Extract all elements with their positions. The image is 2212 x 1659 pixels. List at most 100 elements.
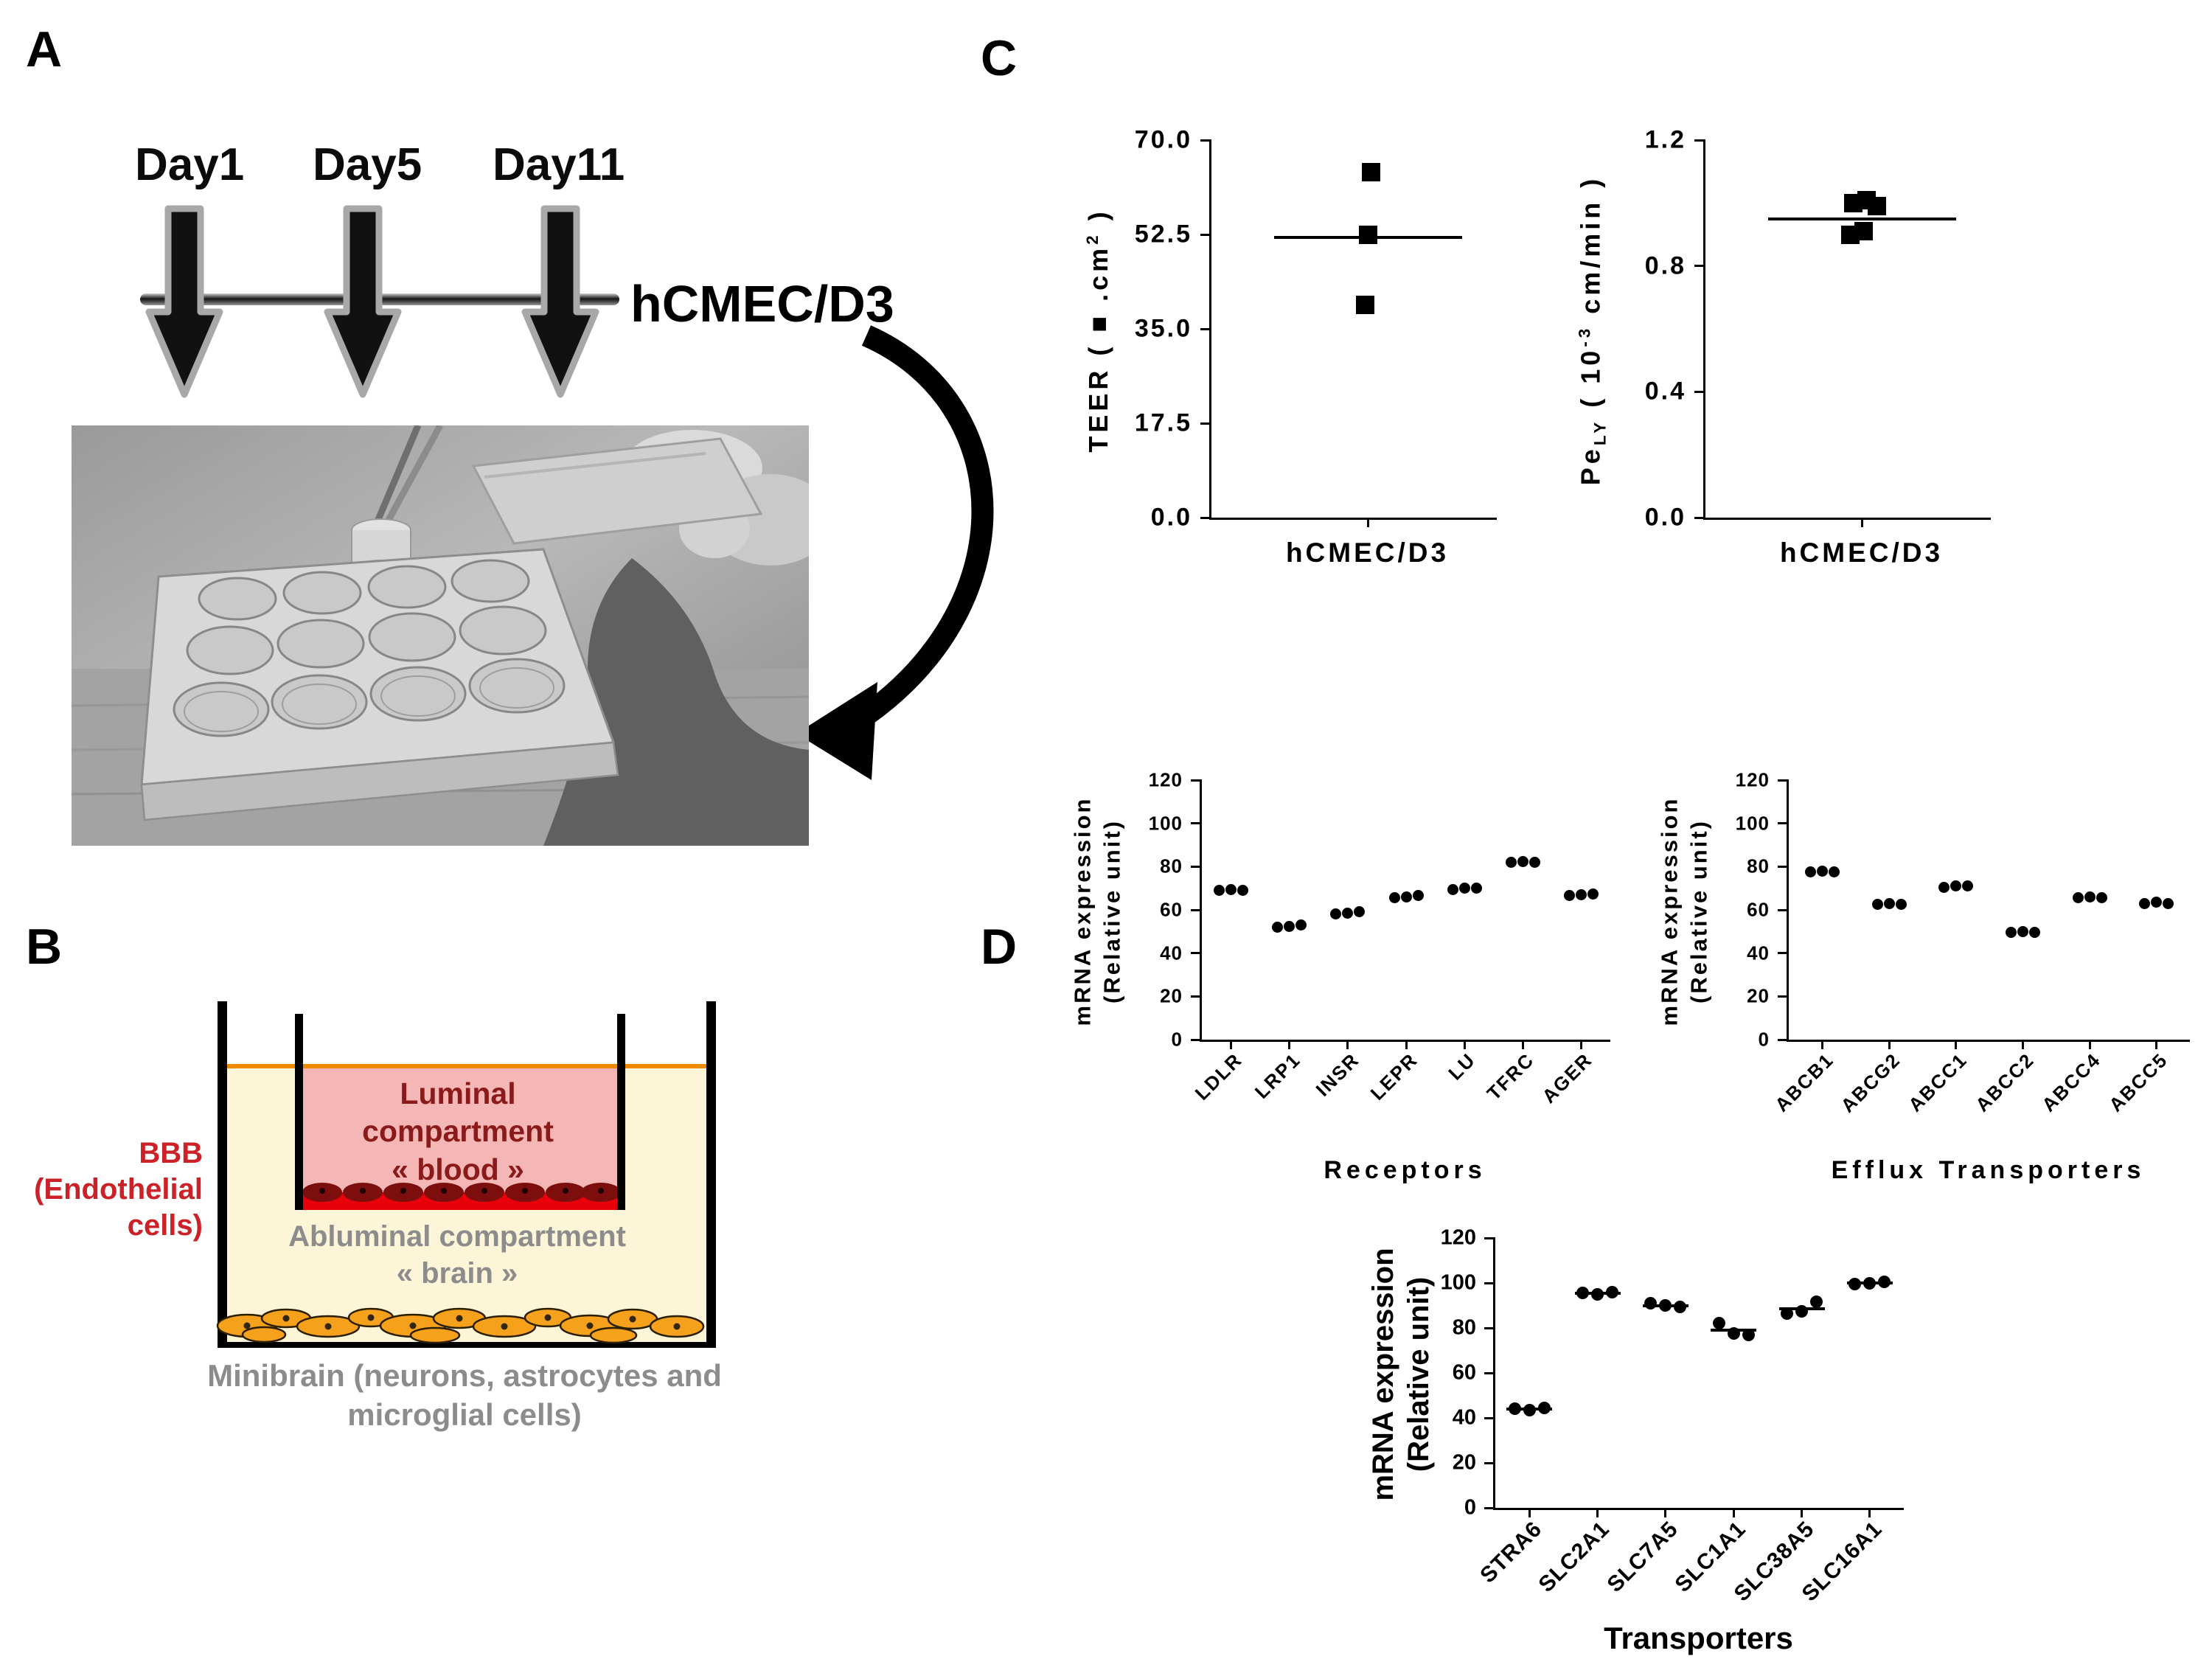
y-tick-label: 0 — [1758, 1028, 1770, 1051]
data-point — [1863, 1276, 1877, 1290]
x-category-label: ABCG2 — [1836, 1048, 1905, 1117]
luminal-compartment-label: Luminal compartment « blood » — [362, 1077, 554, 1186]
bbb-label: BBB (Endothelial cells) — [34, 1137, 203, 1242]
y-tick — [1200, 139, 1211, 142]
day1-arrow-icon — [145, 205, 223, 398]
y-tick-label: 40 — [1747, 942, 1770, 964]
efflux-plot-area: 0 20 40 60 80 100 120 ABCB1 ABCG2 ABCC1 ABCC2 ABCC4… — [1736, 769, 2190, 1117]
x-category-label: LU — [1444, 1048, 1481, 1085]
data-point — [1505, 856, 1517, 868]
y-tick-label: 17.5 — [1134, 408, 1192, 437]
data-point — [1342, 907, 1354, 919]
y-tick-label: 60 — [1160, 898, 1183, 921]
data-point — [1528, 856, 1540, 868]
y-tick — [1200, 233, 1211, 236]
x-category-label: ABCC2 — [1970, 1048, 2039, 1116]
y-tick — [1778, 779, 1789, 782]
x-tick — [1955, 1040, 1958, 1049]
data-point — [1362, 163, 1381, 182]
x-category-label: ABCC1 — [1904, 1048, 1972, 1116]
receptors-plot-area: 0 20 40 60 80 100 120 LDLR LRP1 INSR LEPR LU TFRC AGE… — [1149, 769, 1610, 1107]
y-tick — [1191, 952, 1202, 955]
data-point — [1659, 1299, 1672, 1312]
x-category-label: ABCB1 — [1770, 1048, 1838, 1116]
y-tick-label: 80 — [1160, 855, 1183, 877]
data-point — [1810, 1295, 1823, 1309]
data-point — [1816, 865, 1828, 877]
y-tick — [1484, 1416, 1495, 1419]
data-point — [2139, 897, 2151, 909]
data-point — [2163, 897, 2174, 909]
y-tick — [1191, 822, 1202, 825]
data-point — [1828, 866, 1840, 878]
y-tick — [1484, 1461, 1495, 1464]
x-tick — [1463, 1040, 1466, 1049]
x-category-label: LEPR — [1366, 1048, 1422, 1105]
y-tick-label: 20 — [1747, 984, 1770, 1007]
day11-arrow-icon — [521, 205, 599, 398]
y-tick — [1484, 1371, 1495, 1374]
x-category-label: ABCC5 — [2104, 1048, 2172, 1116]
x-category-label: LRP1 — [1251, 1048, 1305, 1103]
x-category-label: SLC2A1 — [1534, 1517, 1615, 1597]
data-point — [1795, 1304, 1808, 1318]
data-point — [2028, 927, 2040, 939]
permeability-chart: PeLY ( 10-3 cm/min ) 0.0 0.4 0.8 1.2 hCMEC/… — [1575, 126, 1991, 568]
y-tick-label: 70.0 — [1134, 125, 1192, 154]
data-point — [1295, 919, 1307, 931]
data-point — [1781, 1307, 1793, 1320]
data-point — [1400, 891, 1412, 902]
data-point — [1447, 883, 1458, 895]
y-tick-label: 0.0 — [1644, 503, 1686, 532]
outer-well-left-wall — [218, 1001, 227, 1348]
day5-arrow-icon — [324, 205, 402, 398]
data-point — [1388, 892, 1400, 904]
mean-line — [1768, 217, 1957, 220]
y-tick — [1694, 390, 1705, 393]
y-tick — [1484, 1506, 1495, 1509]
data-point — [1237, 885, 1249, 897]
x-tick — [1346, 1040, 1349, 1049]
data-point — [1330, 908, 1342, 920]
data-point — [1871, 899, 1883, 911]
y-tick — [1200, 516, 1211, 519]
y-tick-label: 0 — [1464, 1495, 1476, 1520]
y-tick — [1778, 952, 1789, 955]
data-point — [1458, 883, 1470, 894]
curved-arrow-icon — [796, 325, 994, 780]
y-tick — [1694, 139, 1705, 142]
y-tick — [1191, 1038, 1202, 1041]
data-point — [2005, 927, 2017, 939]
timeline-arrows — [145, 205, 599, 398]
panel-c-label: C — [981, 30, 1018, 86]
data-point — [1523, 1403, 1536, 1416]
x-tick — [2155, 1040, 2158, 1049]
data-point — [2017, 925, 2028, 937]
panel-d-label: D — [981, 919, 1018, 975]
x-tick — [1732, 1508, 1735, 1517]
x-tick — [1861, 518, 1864, 527]
day5-label: Day5 — [313, 139, 422, 190]
y-tick — [1200, 327, 1211, 330]
y-tick — [1191, 865, 1202, 868]
teer-chart: TEER ( ■ .cm2 ) 0.0 17.5 35.0 52.5 70.0 hCME… — [1083, 126, 1497, 568]
data-point — [1537, 1401, 1551, 1414]
data-point — [1508, 1402, 1521, 1416]
data-point — [1214, 885, 1225, 897]
x-category-label: LDLR — [1190, 1048, 1247, 1105]
day11-label: Day11 — [493, 139, 625, 190]
data-point — [1359, 225, 1378, 244]
receptors-x-axis-title: Receptors — [1324, 1156, 1486, 1184]
medium-surface-line — [218, 1064, 716, 1068]
data-point — [1563, 890, 1575, 902]
data-point — [1272, 921, 1284, 933]
y-tick-label: 0.0 — [1150, 503, 1192, 532]
y-tick-label: 100 — [1735, 812, 1770, 835]
y-tick-label: 60 — [1747, 898, 1770, 921]
y-tick-label: 120 — [1148, 768, 1183, 791]
y-tick-label: 1.2 — [1644, 125, 1686, 154]
x-tick — [1528, 1508, 1531, 1517]
x-tick — [1596, 1508, 1599, 1517]
x-tick — [1888, 1040, 1891, 1049]
data-point — [1284, 920, 1295, 932]
